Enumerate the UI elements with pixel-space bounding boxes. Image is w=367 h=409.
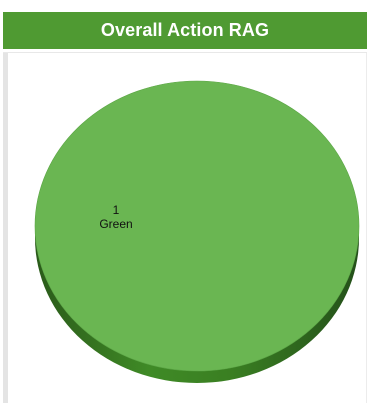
panel-title: Overall Action RAG <box>3 12 367 49</box>
pie-slice-green[interactable] <box>34 80 360 372</box>
slice-name-label: Green <box>99 217 132 231</box>
divider <box>3 52 367 53</box>
slice-value-label: 1 <box>113 203 120 217</box>
